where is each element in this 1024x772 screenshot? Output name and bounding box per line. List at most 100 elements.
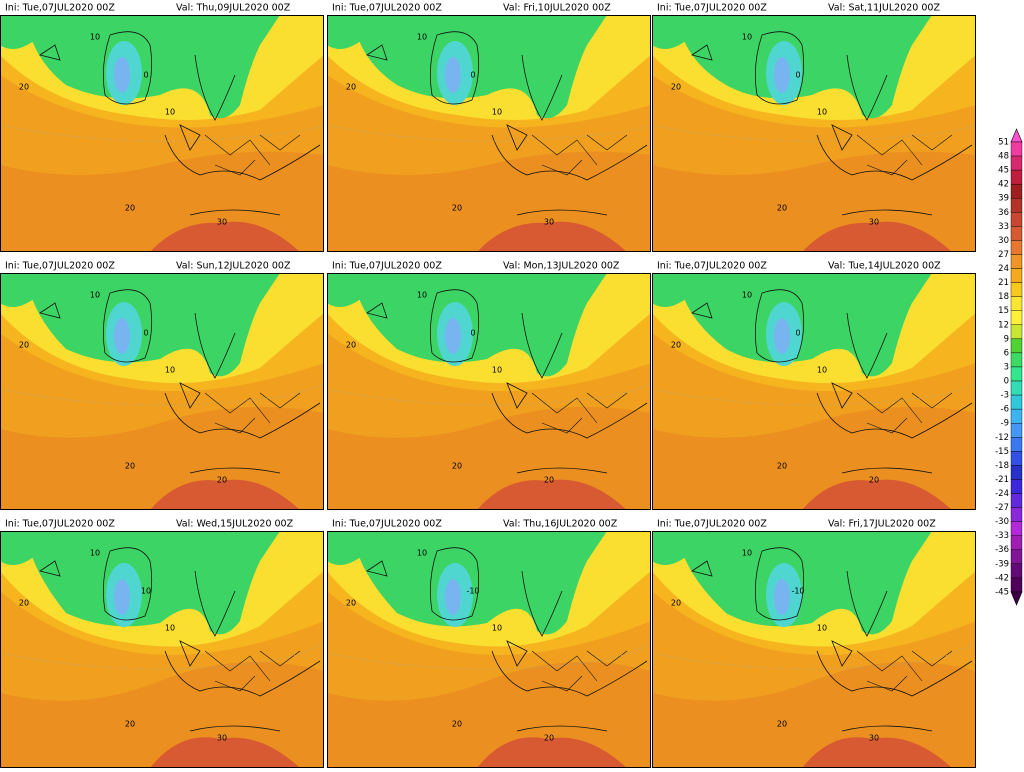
init-time: Ini: Tue,07JUL2020 00Z [332, 519, 442, 530]
contour-label: 10 [165, 624, 175, 633]
isotherm [327, 640, 651, 670]
contour-label: 20 [544, 476, 554, 485]
hot-region [150, 221, 300, 252]
contour-label: 10 [492, 624, 502, 633]
panel: Ini: Tue,07JUL2020 00Z Val: Fri,10JUL2020… [327, 3, 651, 252]
contour-label: 10 [492, 366, 502, 375]
colorbar-label: -36 [995, 545, 1009, 555]
colorbar-bin [1010, 451, 1023, 466]
contour-label: -10 [466, 587, 479, 596]
isotherm [0, 640, 324, 670]
valid-time: Val: Tue,14JUL2020 00Z [828, 261, 941, 272]
green-west [652, 273, 687, 307]
borders [204, 134, 301, 176]
contour-label: 20 [777, 204, 787, 213]
borders [856, 650, 953, 692]
colorbar-bin [1010, 338, 1023, 354]
contour-label: 0 [795, 329, 800, 338]
map-frame [327, 273, 651, 510]
contour-label: 20 [777, 720, 787, 729]
map: 10 -10 10 20 20 20 [327, 531, 651, 768]
colder-region [445, 57, 461, 93]
contour-label: 30 [544, 218, 554, 227]
colorbar-label: -15 [995, 447, 1009, 457]
colorbar-label: 51 [998, 138, 1009, 148]
green-region [30, 531, 280, 635]
colorbar-bin [1010, 310, 1023, 325]
map: 10 0 10 20 20 20 [652, 273, 976, 510]
panel: Ini: Tue,07JUL2020 00Z Val: Thu,09JUL2020… [0, 3, 324, 252]
contour-label: 10 [742, 33, 752, 42]
colder-region [445, 579, 461, 615]
colorbar: 51484542393633302724211815129630-3-6-9-1… [995, 128, 1023, 606]
contour-label: 20 [217, 476, 227, 485]
colorbar-label: 3 [1004, 362, 1009, 372]
hot-region [477, 221, 627, 252]
contour-label: 20 [671, 83, 681, 92]
colorbar-bin [1010, 254, 1023, 269]
colorbar-bin [1010, 198, 1023, 213]
map: 10 0 10 20 20 20 [327, 273, 651, 510]
map: 10 0 10 20 20 30 [652, 15, 976, 252]
init-time: Ini: Tue,07JUL2020 00Z [332, 3, 442, 14]
coastline [39, 31, 321, 216]
colorbar-bin [1010, 394, 1023, 410]
contour-label: 30 [217, 734, 227, 743]
colorbar-label: -45 [995, 587, 1009, 597]
green-west [652, 531, 687, 565]
colorbar-bin [1010, 479, 1023, 494]
valid-time: Val: Mon,13JUL2020 00Z [503, 261, 620, 272]
colorbar-label: 36 [998, 208, 1009, 218]
colorbar-label: -42 [995, 573, 1009, 583]
map-frame [652, 15, 976, 252]
valid-time: Val: Fri,17JUL2020 00Z [828, 519, 936, 530]
borders [531, 650, 628, 692]
contour-label: 10 [417, 291, 427, 300]
colorbar-bin [1010, 212, 1023, 227]
colder-region [114, 318, 130, 354]
colorbar-bin [1010, 493, 1023, 508]
colorbar-bin [1010, 577, 1023, 593]
valid-time: Val: Sat,11JUL2020 00Z [828, 3, 940, 14]
contour-label: 20 [19, 341, 29, 350]
panel: Ini: Tue,07JUL2020 00Z Val: Mon,13JUL2020… [327, 261, 651, 510]
contour-label: 10 [90, 549, 100, 558]
borders [856, 392, 953, 434]
colorbar-label: 42 [998, 180, 1009, 190]
colder-region [774, 57, 790, 93]
contour-label: 20 [452, 462, 462, 471]
contour-label: 20 [346, 341, 356, 350]
panel: Ini: Tue,07JUL2020 00Z Val: Sun,12JUL2020… [0, 261, 324, 510]
init-time: Ini: Tue,07JUL2020 00Z [332, 261, 442, 272]
colorbar-label: -30 [995, 517, 1009, 527]
contour-label: 20 [671, 599, 681, 608]
hot-region [802, 479, 952, 510]
contour-label: 0 [470, 71, 475, 80]
contour-label: 20 [125, 462, 135, 471]
borders [856, 134, 953, 176]
hot-region [150, 737, 300, 768]
colorbar-label: 33 [998, 222, 1009, 232]
borders [204, 650, 301, 692]
colorbar-bin [1010, 169, 1023, 185]
isotherm [652, 124, 976, 142]
borders [531, 134, 628, 176]
colorbar-bin [1010, 141, 1023, 157]
valid-time: Val: Fri,10JUL2020 00Z [503, 3, 611, 14]
contour-label: 0 [470, 329, 475, 338]
colorbar-under [1010, 591, 1023, 606]
colorbar-bin [1010, 563, 1023, 579]
colorbar-bin [1010, 408, 1023, 424]
contour-label: 20 [452, 720, 462, 729]
contour-label: 10 [817, 366, 827, 375]
contour-label: 10 [492, 108, 502, 117]
green-west [0, 531, 35, 565]
init-time: Ini: Tue,07JUL2020 00Z [657, 519, 767, 530]
isotherm [0, 382, 324, 406]
contour-label: 10 [90, 291, 100, 300]
contour-label: 0 [143, 71, 148, 80]
colorbar-label: -6 [1001, 405, 1009, 415]
init-time: Ini: Tue,07JUL2020 00Z [5, 3, 115, 14]
valid-time: Val: Wed,15JUL2020 00Z [176, 519, 294, 530]
